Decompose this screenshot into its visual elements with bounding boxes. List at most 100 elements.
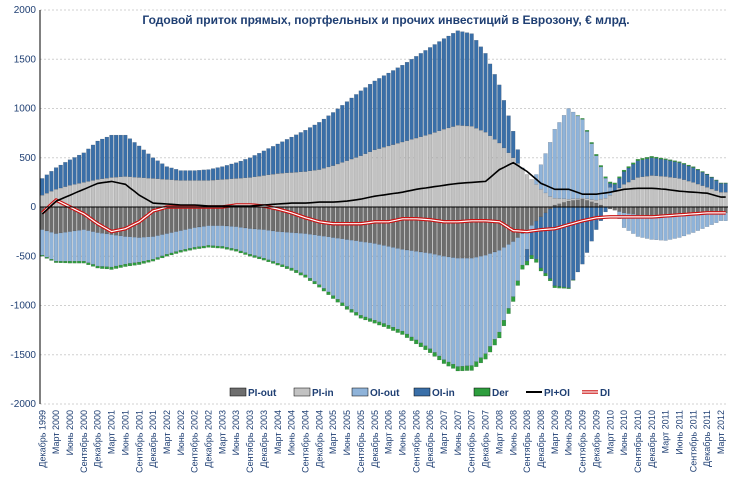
bar-oi-out [488, 253, 493, 347]
bar-oi-in [118, 134, 123, 177]
bar-der [414, 339, 419, 345]
bar-oi-out [474, 257, 479, 362]
bar-oi-out [234, 226, 239, 250]
bar-oi-out [174, 231, 179, 252]
bar-der [266, 259, 271, 263]
bar-pi-out [395, 206, 400, 249]
bar-oi-in [234, 162, 239, 179]
bar-oi-out [585, 131, 590, 199]
bar-pi-out [58, 206, 63, 234]
bar-der [483, 353, 488, 360]
bar-pi-in [312, 170, 317, 208]
bar-der [718, 182, 724, 184]
y-tick-label: 0 [30, 202, 36, 213]
bar-oi-in [160, 163, 165, 180]
bar-oi-in [354, 94, 359, 158]
bar-der [307, 278, 313, 281]
bar-der [705, 173, 710, 175]
line-layer [41, 161, 726, 234]
bar-der [271, 261, 276, 264]
bar-pi-out [497, 206, 502, 251]
x-tick-label: Июнь 2008 [508, 410, 518, 455]
bar-der [58, 261, 63, 263]
bar-oi-out [215, 225, 220, 247]
x-tick-label: Декабрь 2003 [259, 410, 269, 468]
bar-der [67, 261, 72, 264]
bar-pi-out [298, 206, 303, 234]
bar-pi-out [428, 206, 433, 254]
bar-oi-in [497, 84, 502, 144]
bar-oi-in [197, 170, 202, 181]
bar-pi-in [164, 179, 169, 208]
x-tick-label: Сентябрь 2002 [190, 410, 200, 473]
bar-oi-out [455, 258, 460, 367]
bar-pi-out [367, 206, 373, 243]
bar-pi-out [621, 206, 627, 214]
bar-pi-in [663, 176, 668, 208]
bar-pi-in [423, 135, 428, 208]
bar-der [229, 248, 234, 251]
bar-oi-in [367, 84, 373, 152]
x-tick-label: Июнь 2000 [65, 410, 75, 455]
bar-oi-out [289, 232, 294, 269]
bar-oi-in [331, 112, 336, 166]
bar-oi-out [441, 256, 446, 360]
bar-der [123, 263, 128, 267]
bar-pi-in [511, 157, 516, 208]
bar-pi-out [589, 201, 594, 208]
bar-pi-in [548, 196, 553, 208]
bar-pi-out [224, 206, 229, 227]
bar-der [621, 169, 627, 172]
bar-pi-in [243, 177, 248, 208]
bar-der [400, 330, 405, 335]
bar-der [686, 164, 691, 167]
bar-oi-in [414, 56, 419, 139]
bar-oi-out [552, 129, 557, 199]
bar-oi-in [617, 177, 622, 189]
bar-pi-in [146, 177, 151, 208]
bar-oi-in [72, 157, 77, 185]
bar-pi-in [543, 192, 548, 208]
bar-pi-in [187, 180, 193, 208]
x-tick-label: Март 2000 [51, 410, 61, 454]
bar-pi-out [446, 206, 451, 258]
bar-oi-out [381, 245, 386, 324]
bar-der [529, 255, 534, 260]
bar-der [331, 295, 336, 299]
bar-oi-in [312, 124, 317, 171]
bar-pi-out [409, 206, 414, 251]
bar-pi-in [298, 171, 303, 208]
bar-oi-out [114, 235, 119, 267]
bar-pi-in [271, 174, 276, 208]
bar-oi-out [326, 236, 331, 293]
bar-pi-out [441, 206, 446, 257]
bar-pi-in [252, 176, 257, 208]
bar-pi-out [123, 206, 128, 237]
legend-swatch [351, 387, 369, 397]
legend-label: OI-in [432, 388, 455, 399]
bar-der [49, 259, 54, 261]
bar-oi-in [289, 136, 294, 173]
x-tick-label: Декабрь 2000 [93, 410, 103, 468]
bar-der [377, 321, 382, 326]
legend-swatch [293, 387, 311, 397]
bar-oi-out [520, 233, 525, 266]
bar-pi-in [488, 135, 493, 208]
bar-der [404, 333, 410, 338]
bar-pi-out [391, 206, 396, 248]
x-tick-label: Июнь 2010 [619, 410, 629, 455]
x-tick-label: Март 2003 [217, 410, 227, 454]
x-tick-label: Декабрь 2008 [536, 410, 546, 468]
y-tick-label: 1000 [14, 104, 37, 115]
bar-der [234, 249, 239, 252]
bar-der [488, 346, 493, 353]
x-tick-label: Декабрь 2010 [647, 410, 657, 468]
bar-oi-in [428, 47, 433, 135]
bar-oi-out [238, 227, 243, 252]
bar-oi-in [335, 108, 340, 165]
bar-oi-in [247, 157, 253, 178]
bar-oi-in [478, 46, 483, 131]
bar-oi-out [127, 236, 132, 264]
x-tick-label: Июнь 2002 [176, 410, 186, 455]
bar-pi-in [81, 182, 86, 208]
